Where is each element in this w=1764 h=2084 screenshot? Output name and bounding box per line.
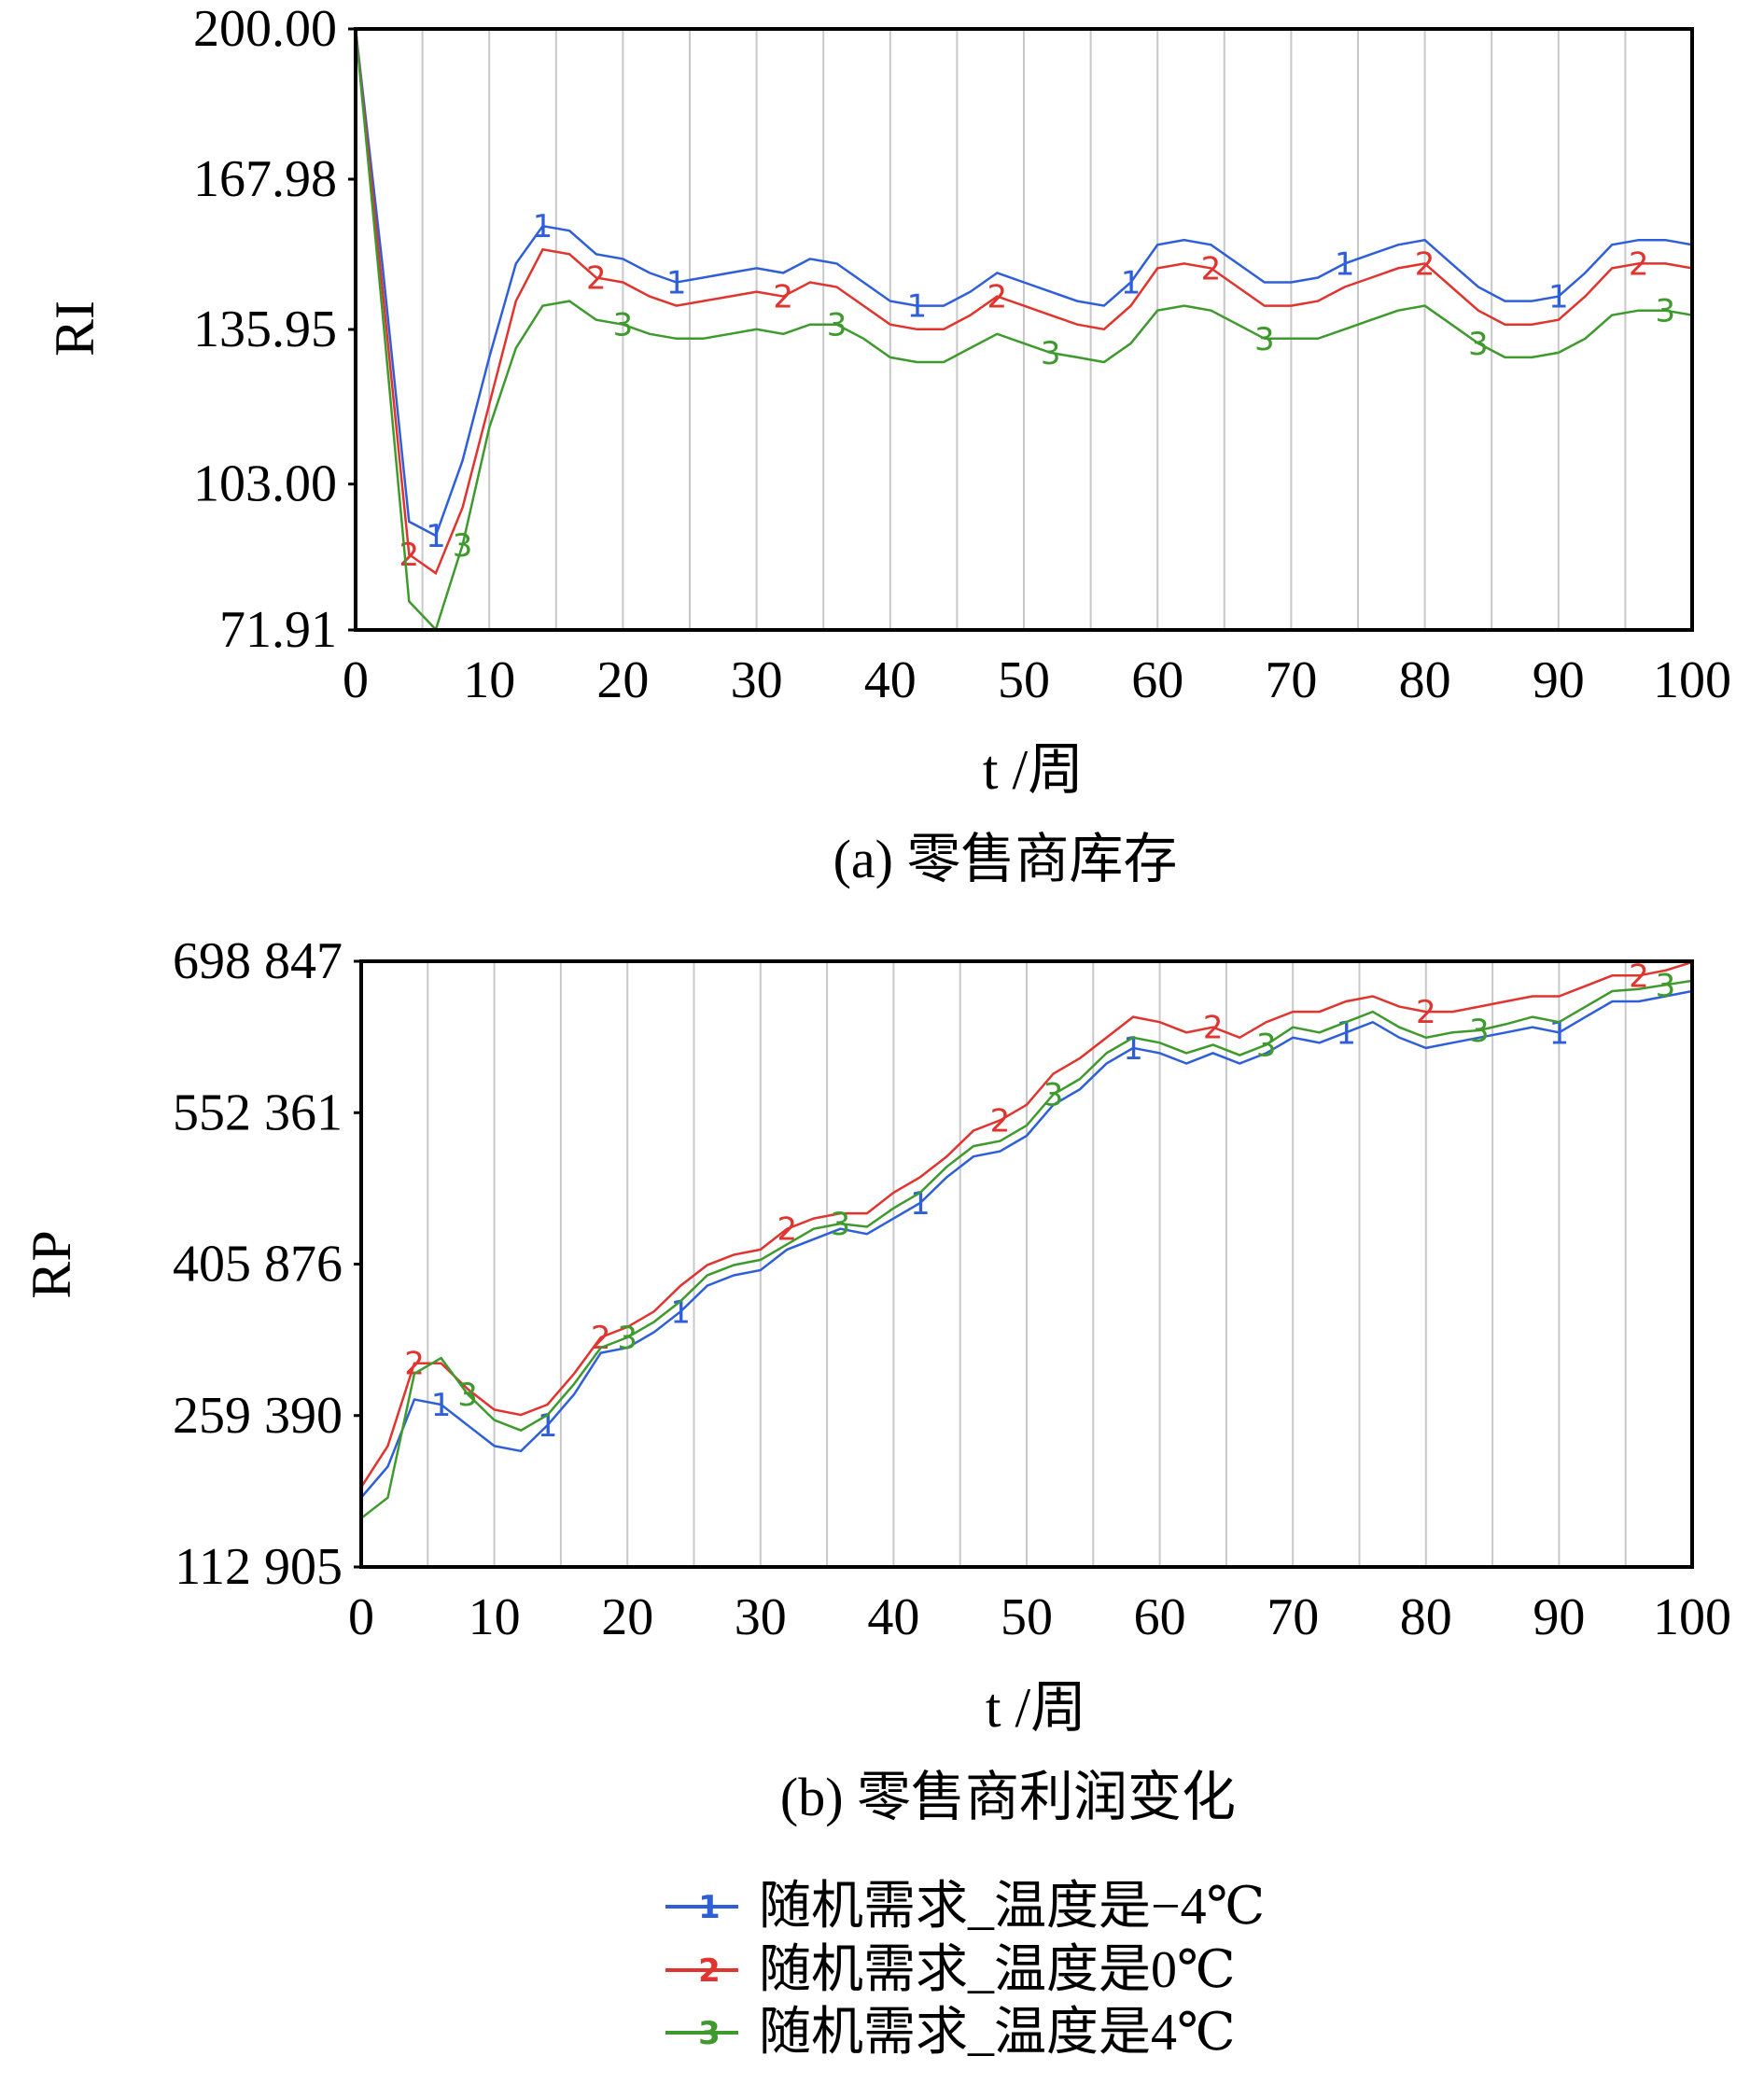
legend-label: 随机需求_温度是0℃ (759, 1941, 1236, 1999)
series-marker: 2 (399, 537, 419, 574)
series-marker: 3 (827, 307, 847, 344)
series-marker: 1 (431, 1387, 452, 1424)
x-tick-label: 50 (998, 651, 1050, 709)
series-marker: 2 (777, 1211, 797, 1249)
x-tick-label: 10 (469, 1588, 521, 1646)
series-line (361, 961, 1692, 1489)
y-tick-label: 103.00 (193, 455, 337, 513)
series-marker: 3 (1043, 1077, 1064, 1114)
series-marker: 2 (1629, 958, 1649, 995)
x-tick-label: 70 (1265, 651, 1317, 709)
series-marker: 1 (1123, 1030, 1143, 1068)
y-tick-label: 167.98 (193, 150, 337, 208)
series-marker: 2 (1416, 994, 1436, 1031)
x-tick-label: 70 (1267, 1588, 1319, 1646)
series-marker: 2 (987, 279, 1008, 316)
series-marker: 1 (907, 288, 928, 326)
series-marker: 3 (613, 307, 634, 344)
y-tick-label: 259 390 (173, 1387, 343, 1445)
x-tick-label: 30 (731, 651, 783, 709)
series-marker: 2 (1415, 245, 1435, 283)
series-marker: 3 (1656, 967, 1676, 1004)
x-tick-label: 80 (1400, 1588, 1452, 1646)
x-axis-label: t /周 (986, 1677, 1086, 1739)
series-line (356, 29, 1692, 538)
y-tick-label: 405 876 (173, 1236, 343, 1294)
series-line (361, 989, 1692, 1499)
legend-marker: 3 (698, 2015, 721, 2052)
x-tick-label: 100 (1653, 1588, 1731, 1646)
series-marker: 1 (426, 518, 446, 555)
y-tick-label: 112 905 (175, 1538, 343, 1596)
series-marker: 1 (910, 1185, 931, 1223)
x-tick-label: 20 (601, 1588, 653, 1646)
caption: (a) 零售商库存 (833, 829, 1178, 889)
legend-marker: 1 (698, 1889, 721, 1926)
series-marker: 2 (404, 1346, 425, 1383)
x-tick-label: 40 (864, 651, 917, 709)
y-tick-label: 552 361 (173, 1084, 343, 1141)
legend-label: 随机需求_温度是4℃ (759, 2004, 1236, 2062)
series-marker: 3 (1254, 321, 1275, 358)
series-marker: 1 (1549, 1014, 1570, 1052)
series-marker: 1 (666, 264, 687, 301)
x-tick-label: 100 (1653, 651, 1731, 709)
series-line (361, 979, 1692, 1519)
x-tick-label: 90 (1533, 1588, 1585, 1646)
series-marker: 2 (1201, 250, 1222, 287)
series-marker: 3 (1656, 293, 1676, 330)
legend-label: 随机需求_温度是−4℃ (759, 1878, 1265, 1936)
series-marker: 3 (1468, 326, 1489, 363)
series-marker: 3 (617, 1320, 637, 1357)
legend-marker: 2 (698, 1952, 721, 1990)
series-marker: 2 (586, 259, 607, 297)
y-tick-label: 135.95 (193, 301, 337, 358)
x-tick-label: 80 (1399, 651, 1451, 709)
series-marker: 3 (457, 1377, 478, 1414)
x-tick-label: 60 (1131, 651, 1183, 709)
series-marker: 2 (591, 1320, 611, 1357)
y-axis-label: RP (21, 1230, 82, 1298)
series-marker: 1 (670, 1294, 691, 1331)
y-axis-label: RI (44, 301, 105, 357)
x-axis-label: t /周 (983, 739, 1084, 801)
series-marker: 2 (990, 1102, 1011, 1140)
x-tick-label: 0 (348, 1588, 374, 1646)
series-marker: 2 (773, 279, 793, 316)
series-marker: 3 (831, 1206, 851, 1243)
plot-frame (359, 959, 1694, 1569)
x-tick-label: 90 (1533, 651, 1585, 709)
series-line (356, 29, 1692, 630)
x-tick-label: 60 (1134, 1588, 1186, 1646)
y-tick-label: 71.91 (219, 601, 337, 659)
x-tick-label: 0 (343, 651, 369, 709)
series-marker: 1 (1548, 279, 1569, 316)
series-line (356, 29, 1692, 576)
series-marker: 2 (1629, 245, 1649, 283)
x-tick-label: 20 (596, 651, 649, 709)
series-marker: 3 (1041, 335, 1061, 372)
series-marker: 1 (1335, 245, 1355, 283)
y-tick-label: 698 847 (173, 932, 343, 990)
x-tick-label: 40 (867, 1588, 919, 1646)
plot-frame (354, 27, 1694, 632)
caption: (b) 零售商利润变化 (780, 1767, 1236, 1827)
series-marker: 2 (1203, 1010, 1224, 1047)
series-marker: 3 (1256, 1028, 1277, 1065)
series-marker: 1 (1121, 264, 1141, 301)
series-marker: 3 (1469, 1013, 1490, 1050)
y-tick-label: 200.00 (193, 0, 337, 58)
series-marker: 3 (453, 527, 473, 565)
series-marker: 1 (533, 208, 553, 245)
x-tick-label: 30 (735, 1588, 787, 1646)
x-tick-label: 10 (463, 651, 515, 709)
x-tick-label: 50 (1001, 1588, 1053, 1646)
